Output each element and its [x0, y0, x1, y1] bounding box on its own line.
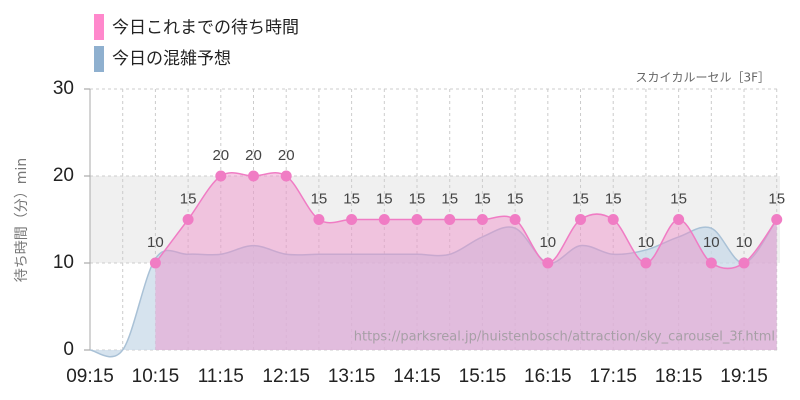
legend-swatch	[94, 46, 104, 72]
marker	[509, 214, 521, 225]
data-label: 15	[474, 190, 491, 207]
marker	[313, 214, 325, 225]
data-label: 15	[311, 190, 328, 207]
marker	[444, 214, 456, 225]
marker	[248, 170, 260, 182]
data-label: 10	[736, 234, 753, 251]
x-tick-label: 09:15	[66, 366, 114, 387]
marker	[378, 214, 390, 225]
marker	[346, 214, 358, 225]
marker	[280, 170, 292, 182]
x-tick-label: 17:15	[589, 366, 637, 387]
data-label: 20	[212, 147, 229, 164]
y-tick-label: 10	[53, 252, 74, 273]
x-tick-label: 14:15	[393, 366, 441, 387]
subtitle: スカイカルーセル［3F］	[635, 71, 770, 85]
y-tick-label: 30	[53, 78, 74, 99]
data-label: 10	[147, 234, 164, 251]
data-label: 15	[343, 190, 360, 207]
area	[90, 219, 777, 357]
legend-label: 今日の混雑予想	[112, 49, 231, 69]
marker	[673, 214, 685, 225]
marker	[182, 214, 194, 225]
area	[155, 172, 777, 350]
data-label: 15	[572, 190, 589, 207]
marker	[705, 257, 717, 269]
x-tick-label: 13:15	[328, 366, 376, 387]
marker	[575, 214, 587, 225]
data-label: 10	[703, 234, 720, 251]
data-label: 15	[670, 190, 687, 207]
data-label: 15	[180, 190, 197, 207]
marker	[149, 257, 161, 269]
data-label: 15	[441, 190, 458, 207]
legend-swatch	[94, 14, 104, 40]
marker	[542, 257, 554, 269]
watermark: https://parksreal.jp/huistenbosch/attrac…	[354, 330, 775, 345]
marker	[640, 257, 652, 269]
legend-label: 今日これまでの待ち時間	[112, 18, 299, 38]
marker	[411, 214, 423, 225]
data-label: 20	[278, 147, 295, 164]
data-label: 15	[768, 190, 785, 207]
y-axis-label: 待ち時間（分）min	[14, 158, 30, 282]
x-tick-label: 12:15	[262, 366, 310, 387]
x-tick-label: 11:15	[198, 366, 244, 387]
y-tick-label: 0	[63, 339, 74, 360]
marker	[607, 214, 619, 225]
marker	[476, 214, 488, 225]
x-tick-label: 18:15	[655, 366, 703, 387]
x-tick-label: 19:15	[720, 366, 768, 387]
data-label: 10	[539, 234, 556, 251]
x-tick-label: 16:15	[524, 366, 572, 387]
data-label: 15	[376, 190, 393, 207]
marker	[771, 214, 783, 225]
y-tick-label: 20	[53, 165, 74, 186]
data-label: 15	[605, 190, 622, 207]
data-label: 15	[507, 190, 524, 207]
x-tick-label: 10:15	[132, 366, 180, 387]
data-label: 10	[638, 234, 655, 251]
marker	[215, 170, 227, 182]
data-label: 20	[245, 147, 262, 164]
x-tick-label: 15:15	[459, 366, 507, 387]
data-label: 15	[409, 190, 426, 207]
marker	[738, 257, 750, 269]
